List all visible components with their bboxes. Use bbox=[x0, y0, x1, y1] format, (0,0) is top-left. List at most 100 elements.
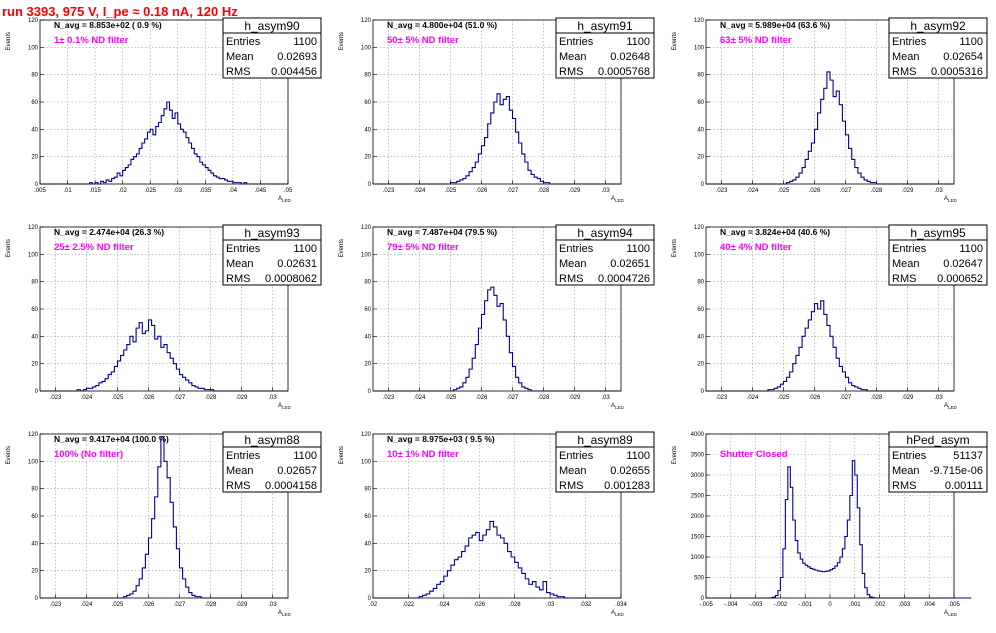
x-axis-label: ALED bbox=[944, 196, 958, 203]
stats-box bbox=[222, 431, 322, 493]
y-axis-label: Events bbox=[672, 32, 678, 50]
histogram-series bbox=[706, 300, 954, 392]
x-tick-label: .03 bbox=[934, 188, 943, 194]
stat-label: Mean bbox=[559, 465, 587, 477]
histogram-panel-h_asym89: .02 .022 .024 .026 .028 .03 .032 .034 0 20 40 60 80 1… bbox=[333, 428, 663, 633]
x-tick-label: .023 bbox=[716, 188, 728, 194]
y-tick-label: 40 bbox=[31, 334, 38, 340]
x-axis-label: ALED bbox=[944, 403, 958, 410]
y-axis-label: Events bbox=[6, 446, 12, 464]
y-tick-label: 100 bbox=[28, 459, 39, 465]
stat-value: 0.02651 bbox=[610, 258, 650, 270]
y-tick-label: 80 bbox=[697, 73, 704, 79]
x-tick-label: .025 bbox=[144, 188, 156, 194]
y-tick-label: 60 bbox=[364, 100, 371, 106]
histogram-name: h_asym89 bbox=[577, 433, 633, 447]
x-axis-label: ALED bbox=[944, 610, 958, 617]
stat-label: Entries bbox=[559, 450, 594, 462]
y-tick-label: 60 bbox=[364, 307, 371, 313]
x-tick-label: 0 bbox=[828, 602, 832, 608]
y-tick-label: 60 bbox=[31, 307, 38, 313]
y-tick-label: 40 bbox=[364, 334, 371, 340]
x-tick-label: .024 bbox=[81, 602, 93, 608]
y-tick-label: 0 bbox=[701, 596, 705, 602]
navg-label: N_avg = 9.417e+04 (100.0 %) bbox=[54, 434, 169, 444]
stats-box bbox=[555, 224, 655, 286]
x-tick-label: .024 bbox=[414, 395, 426, 401]
y-tick-label: 3000 bbox=[691, 473, 705, 479]
x-tick-label: .004 bbox=[923, 602, 935, 608]
y-tick-label: 100 bbox=[361, 45, 372, 51]
y-tick-label: 0 bbox=[701, 389, 705, 395]
stat-value: 1100 bbox=[959, 36, 983, 48]
x-tick-label: .01 bbox=[63, 188, 72, 194]
y-tick-label: 20 bbox=[31, 569, 38, 575]
navg-label: N_avg = 3.824e+04 (40.6 %) bbox=[720, 227, 830, 237]
x-tick-label: .027 bbox=[174, 602, 186, 608]
y-tick-label: 120 bbox=[28, 432, 39, 438]
stats-box bbox=[222, 224, 322, 286]
stat-label: RMS bbox=[892, 273, 916, 285]
x-tick-label: .027 bbox=[840, 188, 852, 194]
y-tick-label: 40 bbox=[364, 541, 371, 547]
y-tick-label: 100 bbox=[361, 459, 372, 465]
y-tick-label: 1500 bbox=[691, 535, 705, 541]
filter-label: 25± 2.5% ND filter bbox=[54, 242, 134, 253]
x-axis-label: ALED bbox=[611, 196, 625, 203]
y-tick-label: 120 bbox=[361, 18, 372, 24]
y-tick-label: 100 bbox=[694, 45, 705, 51]
navg-label: N_avg = 5.989e+04 (63.6 %) bbox=[720, 20, 830, 30]
stat-label: Mean bbox=[226, 258, 254, 270]
x-tick-label: .028 bbox=[205, 602, 217, 608]
x-tick-label: .024 bbox=[414, 188, 426, 194]
stat-label: RMS bbox=[559, 480, 583, 492]
y-tick-label: 100 bbox=[28, 252, 39, 258]
x-tick-label: -.002 bbox=[774, 602, 788, 608]
x-tick-label: .032 bbox=[580, 602, 592, 608]
stats-box bbox=[555, 17, 655, 79]
x-tick-label: .026 bbox=[809, 395, 821, 401]
navg-label: N_avg = 8.975e+03 ( 9.5 %) bbox=[387, 434, 495, 444]
x-tick-label: .026 bbox=[476, 188, 488, 194]
histogram-series bbox=[373, 93, 621, 185]
y-tick-label: 120 bbox=[361, 225, 372, 231]
histogram-svg: .023 .024 .025 .026 .027 .028 .029 .03 0 20 40 60 80… bbox=[339, 224, 655, 410]
x-tick-label: .029 bbox=[236, 395, 248, 401]
x-tick-label: .02 bbox=[369, 602, 378, 608]
x-tick-label: .024 bbox=[81, 395, 93, 401]
x-tick-label: .035 bbox=[199, 188, 211, 194]
x-tick-label: .027 bbox=[840, 395, 852, 401]
y-tick-label: 500 bbox=[694, 576, 705, 582]
stat-value: 0.02657 bbox=[277, 465, 317, 477]
stat-value: 1100 bbox=[959, 243, 983, 255]
x-tick-label: .03 bbox=[268, 602, 277, 608]
histogram-name: h_asym90 bbox=[244, 19, 300, 33]
stat-value: 0.0004158 bbox=[265, 480, 317, 492]
histogram-svg: .023 .024 .025 .026 .027 .028 .029 .03 0 20 40 60 80… bbox=[339, 17, 655, 203]
stat-value: 0.0008062 bbox=[265, 273, 317, 285]
y-tick-label: 120 bbox=[694, 225, 705, 231]
stat-value: 0.02647 bbox=[943, 258, 983, 270]
histogram-svg: .02 .022 .024 .026 .028 .03 .032 .034 0 20 40 60 80 1… bbox=[339, 431, 655, 617]
x-tick-label: .03 bbox=[174, 188, 183, 194]
x-tick-label: .023 bbox=[50, 602, 62, 608]
stat-value: 0.004456 bbox=[271, 66, 317, 78]
filter-label: 79± 5% ND filter bbox=[387, 242, 459, 253]
stat-value: 0.02693 bbox=[277, 51, 317, 63]
stat-value: 0.0005768 bbox=[598, 66, 650, 78]
y-tick-label: 20 bbox=[697, 155, 704, 161]
stats-box bbox=[888, 17, 988, 79]
stat-label: Entries bbox=[226, 36, 261, 48]
histogram-series bbox=[40, 101, 288, 185]
histogram-series bbox=[373, 520, 621, 599]
x-tick-label: .023 bbox=[716, 395, 728, 401]
stat-label: RMS bbox=[559, 66, 583, 78]
stat-label: Entries bbox=[559, 36, 594, 48]
stat-value: 0.02655 bbox=[610, 465, 650, 477]
filter-label: 10± 1% ND filter bbox=[387, 449, 459, 460]
stat-label: Entries bbox=[892, 450, 927, 462]
y-tick-label: 80 bbox=[364, 280, 371, 286]
navg-label: N_avg = 7.487e+04 (79.5 %) bbox=[387, 227, 497, 237]
histogram-name: h_asym94 bbox=[577, 226, 633, 240]
x-tick-label: .027 bbox=[507, 395, 519, 401]
